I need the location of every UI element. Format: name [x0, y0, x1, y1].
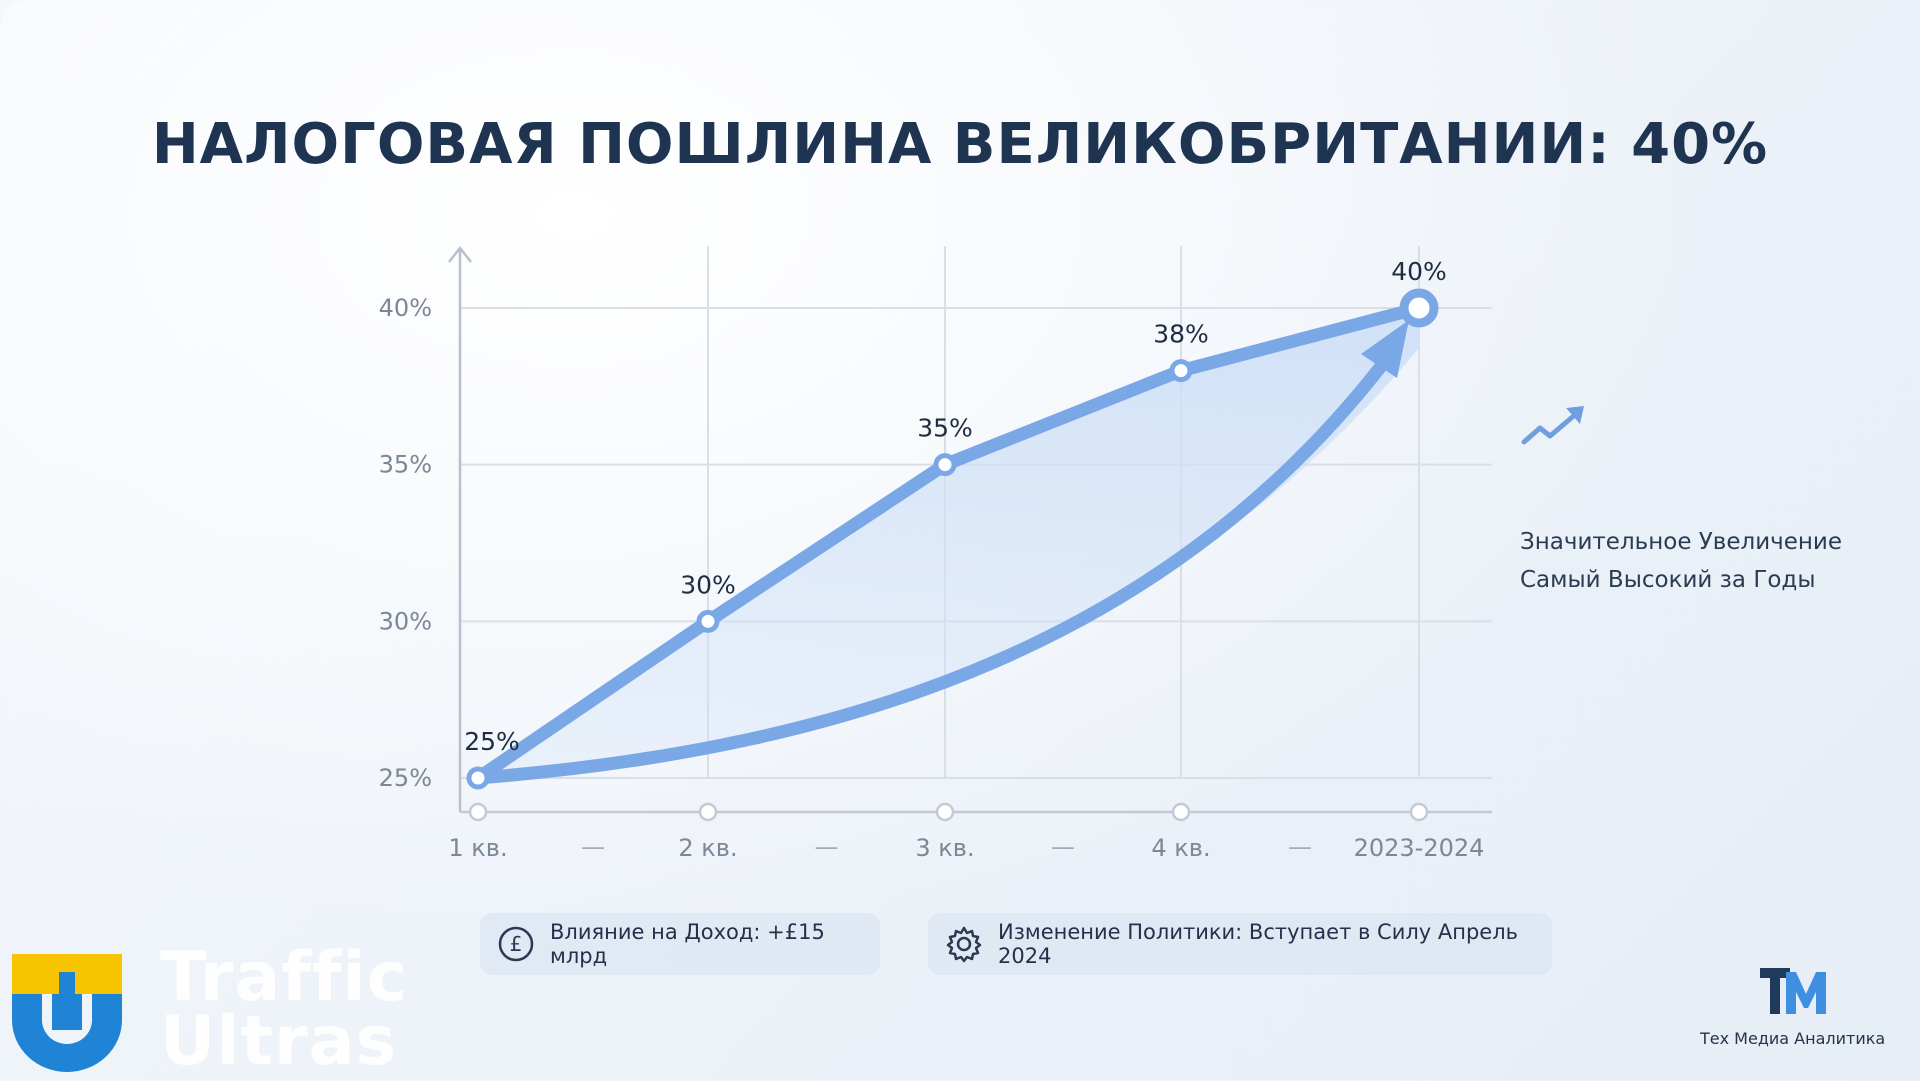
side-note-line1: Значительное Увеличение [1520, 529, 1843, 555]
data-point [1399, 288, 1439, 328]
y-tick-label: 25% [379, 764, 432, 792]
pound-coin-icon: £ [498, 926, 534, 962]
x-tick-marker [1171, 802, 1191, 822]
x-tick-marker [935, 802, 955, 822]
data-point [696, 609, 720, 633]
side-note-line2: Самый Высокий за Годы [1520, 567, 1816, 593]
side-note-text: Значительное Увеличение Самый Высокий за… [1520, 523, 1842, 599]
area-fill [478, 308, 1419, 778]
revenue-impact-label: Влияние на Доход: +£15 млрд [550, 920, 825, 968]
trend-arrow-curve [471, 341, 1402, 785]
y-axis-arrow [448, 245, 472, 263]
trend-up-icon [1521, 406, 1584, 445]
data-label: 38% [1153, 320, 1209, 349]
x-tick-marker [468, 802, 488, 822]
tm-logo [1760, 968, 1826, 1014]
tm-caption: Тех Медиа Аналитика [1700, 1029, 1886, 1048]
x-separator: — [581, 833, 605, 861]
brand-line2: Ultras [160, 1002, 397, 1081]
data-label: 40% [1391, 257, 1447, 286]
svg-text:£: £ [510, 932, 523, 956]
revenue-impact-pill: £ Влияние на Доход: +£15 млрд [480, 913, 880, 975]
brand-line1: Traffic [160, 938, 409, 1017]
page-title: НАЛОГОВАЯ ПОШЛИНА ВЕЛИКОБРИТАНИИ: 40% [151, 112, 1769, 177]
y-tick-label: 35% [379, 451, 432, 479]
x-separator: — [815, 833, 839, 861]
trend-arrow-head [1361, 320, 1409, 378]
data-point [933, 453, 957, 477]
data-label: 30% [680, 570, 736, 599]
x-tick-label: 3 кв. [915, 834, 974, 862]
x-tick-label: 2023-2024 [1354, 834, 1485, 862]
data-label: 35% [917, 414, 973, 443]
y-tick-label: 30% [379, 607, 432, 635]
data-point [1169, 359, 1193, 383]
x-separator: — [1051, 833, 1075, 861]
x-tick-marker [698, 802, 718, 822]
x-tick-label: 1 кв. [448, 834, 507, 862]
gear-icon [946, 926, 982, 963]
data-point [466, 766, 490, 790]
y-tick-label: 40% [379, 294, 432, 322]
policy-change-label: Изменение Политики: Вступает в Силу Апре… [998, 920, 1519, 968]
policy-change-pill: Изменение Политики: Вступает в Силу Апре… [928, 913, 1552, 975]
x-tick-label: 2 кв. [678, 834, 737, 862]
brand-wordmark: Traffic Ultras [160, 938, 409, 1081]
data-label: 25% [464, 727, 520, 756]
x-separator: — [1288, 833, 1312, 861]
x-tick-marker [1409, 802, 1429, 822]
x-tick-label: 4 кв. [1151, 834, 1210, 862]
traffic-ultras-logo [12, 954, 122, 1072]
